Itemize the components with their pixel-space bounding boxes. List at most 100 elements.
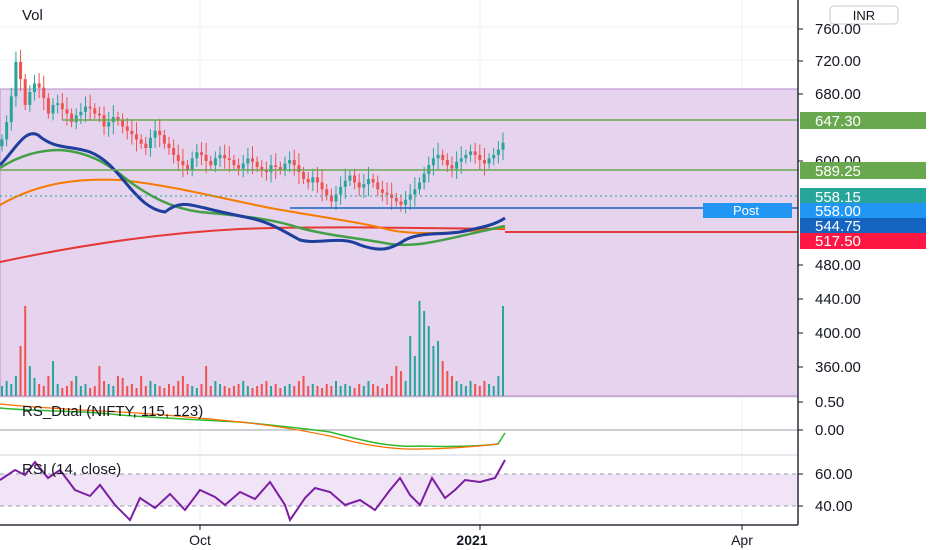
volume-bar [112, 386, 115, 396]
candle [464, 154, 468, 159]
candle [376, 182, 380, 190]
volume-bar [469, 381, 472, 396]
candle [32, 83, 36, 93]
volume-bar [474, 384, 477, 396]
volume-bar [502, 306, 504, 396]
candle [9, 96, 13, 123]
volume-bar [195, 388, 198, 396]
volume-bar [492, 386, 495, 396]
volume-bar [1, 386, 3, 396]
price-ticks: 760.00 720.00 680.00 600.00 480.00 440.0… [798, 21, 861, 515]
volume-bar [279, 388, 282, 396]
volume-bar [242, 381, 245, 396]
price-tag-589-text: 589.25 [815, 163, 861, 180]
volume-bar [399, 371, 402, 396]
volume-bar [200, 384, 203, 396]
candle [394, 197, 398, 202]
volume-bar [418, 301, 421, 396]
candle [492, 154, 496, 159]
price-tag-589[interactable] [800, 162, 926, 179]
candle [144, 143, 148, 148]
volume-bar [483, 381, 486, 396]
tick-680: 680.00 [815, 86, 861, 103]
volume-bar [256, 386, 259, 396]
volume-bar [158, 386, 161, 396]
candle [70, 113, 74, 123]
price-axis[interactable] [798, 0, 932, 525]
ma-mid-line [0, 148, 506, 247]
time-tick-2021: 2021 [456, 532, 487, 548]
candle [362, 184, 366, 188]
volume-bar [61, 388, 64, 396]
price-tag-517-text: 517.50 [815, 233, 861, 250]
candle [172, 148, 176, 155]
volume-bar [98, 366, 101, 396]
volume-bar [47, 376, 50, 396]
candle [181, 160, 185, 166]
candle [408, 194, 412, 200]
candle [93, 108, 97, 114]
time-tick-oct: Oct [189, 532, 211, 548]
post-tag[interactable] [703, 203, 792, 218]
volume-bar [362, 386, 365, 396]
candle [204, 154, 208, 161]
candle [241, 163, 245, 169]
candle [153, 130, 157, 138]
price-tag-558[interactable] [800, 203, 926, 219]
volume-bar [251, 388, 254, 396]
price-tag-544[interactable] [800, 218, 926, 234]
price-tag-517[interactable] [800, 233, 926, 249]
rs-orange-line [0, 403, 499, 450]
volume-bar [172, 386, 175, 396]
candle [418, 182, 421, 190]
candle [260, 166, 264, 171]
price-tag-647[interactable] [800, 112, 926, 129]
volume-bar [409, 336, 412, 396]
currency-label: INR [853, 8, 875, 23]
price-tag-558-15[interactable] [800, 188, 926, 205]
volume-bar [33, 378, 36, 396]
candle [60, 103, 64, 110]
volume-bar [455, 381, 458, 396]
candle [125, 126, 129, 131]
candle [28, 92, 32, 105]
volume-bar [423, 311, 426, 396]
candle [366, 178, 370, 185]
volume-bar [381, 388, 384, 396]
candle [455, 161, 459, 169]
currency-button[interactable] [829, 5, 899, 25]
candle [246, 158, 250, 164]
candle [130, 130, 134, 135]
candle [274, 165, 278, 167]
volume-bar [488, 384, 491, 396]
volume-bar [75, 376, 78, 396]
candle [139, 139, 143, 144]
tick-360: 360.00 [815, 359, 861, 376]
candle [195, 152, 199, 159]
volume-bar [205, 366, 208, 396]
tick-440: 440.00 [815, 291, 861, 308]
candle [297, 165, 301, 173]
candle [371, 178, 375, 183]
volume-bar [339, 386, 342, 396]
volume-bar [89, 388, 92, 396]
volume-bar [353, 388, 356, 396]
tick-rs-000: 0.00 [815, 422, 844, 439]
volume-bar [307, 386, 310, 396]
candle [190, 158, 194, 170]
candle [167, 143, 171, 148]
time-axis[interactable] [0, 525, 798, 550]
price-tags: 647.30 589.25 558.15 558.00 544.75 517.5… [800, 112, 926, 250]
volume-bar [186, 384, 189, 396]
price-tag-558-15-text: 558.15 [815, 189, 861, 206]
candle [339, 186, 343, 195]
volume-bar [79, 386, 82, 396]
candle [311, 177, 315, 183]
candle [5, 122, 9, 140]
volume-bar [28, 366, 31, 396]
price-tag-558-text: 558.00 [815, 203, 861, 220]
candle [380, 189, 384, 193]
candle [413, 189, 417, 195]
volume-bar [223, 386, 226, 396]
